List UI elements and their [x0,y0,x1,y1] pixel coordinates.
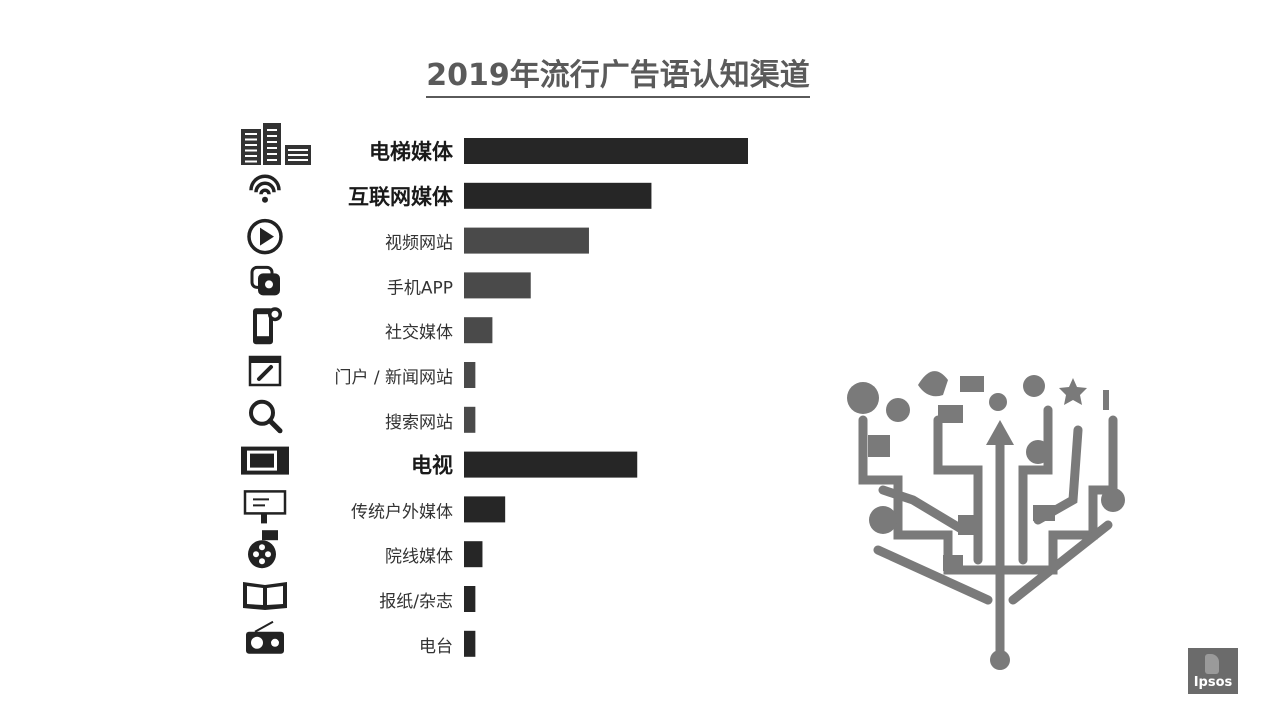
bar-4 [464,317,493,344]
at-sign-icon [1026,440,1050,464]
chart-title: 2019年流行广告语认知渠道 [0,50,1236,98]
media-tree-illustration [847,371,1125,670]
category-label-8: 传统户外媒体 [351,502,453,522]
category-label-7: 电视 [411,454,453,478]
bird-icon [918,371,948,397]
category-label-2: 视频网站 [385,234,453,254]
star-icon [1059,378,1087,405]
book-icon [243,582,287,610]
category-label-5: 门户 / 新闻网站 [334,368,453,388]
category-label-0: 电梯媒体 [369,140,454,164]
billboard-icon [243,490,287,524]
bar-7 [464,451,638,478]
wifi-icon [249,174,281,203]
ipsos-logo: Ipsos [1188,648,1238,694]
radio-icon [246,620,284,654]
category-label-3: 手机APP [387,278,453,298]
film-reel-icon [248,530,278,569]
bar-3 [464,272,531,299]
location-pin-icon [989,393,1007,411]
browser-link-icon [248,355,282,387]
bar-1 [464,182,652,209]
play-icon [247,218,283,255]
envelope-icon [1033,505,1055,521]
app-icon [250,265,280,296]
category-label-11: 电台 [419,637,453,657]
music-note-icon [1103,390,1109,410]
tv-icon [241,446,289,475]
category-label-6: 搜索网站 [385,413,453,433]
rss-icon [943,555,963,571]
bar-8 [464,496,506,523]
phone-icon [886,398,910,422]
zoom-icon [869,506,897,534]
chat-bubble-icon [847,382,879,414]
bar-5 [464,362,476,388]
category-label-10: 报纸/杂志 [379,592,453,612]
category-label-1: 互联网媒体 [348,185,454,209]
social-phone-icon [253,307,282,345]
category-label-4: 社交媒体 [385,323,453,343]
bar-6 [464,406,476,433]
buildings-icon [241,123,311,165]
document-icon [958,515,974,535]
bar-9 [464,541,483,568]
bar-0 [464,138,748,164]
mail-icon [960,376,984,392]
bar-2 [464,227,589,254]
call-icon [1101,488,1125,512]
chart-title-text: 2019年流行广告语认知渠道 [426,58,810,98]
search-icon [249,399,283,434]
thumbs-up-icon [868,435,890,457]
category-label-9: 院线媒体 [385,547,453,567]
lightbulb-icon [1023,375,1045,397]
bar-11 [464,630,476,657]
bar-10 [464,586,476,612]
people-icon [938,405,963,423]
